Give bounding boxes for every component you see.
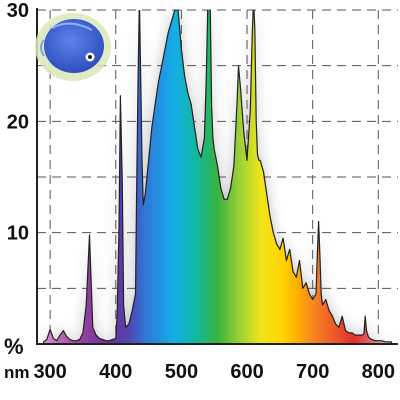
x-unit-label: nm (4, 363, 30, 382)
discus-fish-badge-icon (35, 13, 111, 81)
y-tick-labels: 10 20 30 (7, 0, 29, 245)
x-tick-label: 600 (230, 361, 263, 383)
y-tick-label: 30 (7, 0, 29, 22)
y-unit-label: % (4, 334, 24, 359)
x-tick-label: 300 (33, 361, 66, 383)
y-tick-label: 10 (7, 223, 29, 245)
x-tick-label: 500 (165, 361, 198, 383)
x-tick-labels: 300 400 500 600 700 800 (33, 361, 395, 383)
x-tick-label: 800 (362, 361, 395, 383)
y-tick-label: 20 (7, 111, 29, 133)
spectrum-area (43, 10, 392, 344)
x-tick-label: 700 (296, 361, 329, 383)
x-tick-label: 400 (99, 361, 132, 383)
